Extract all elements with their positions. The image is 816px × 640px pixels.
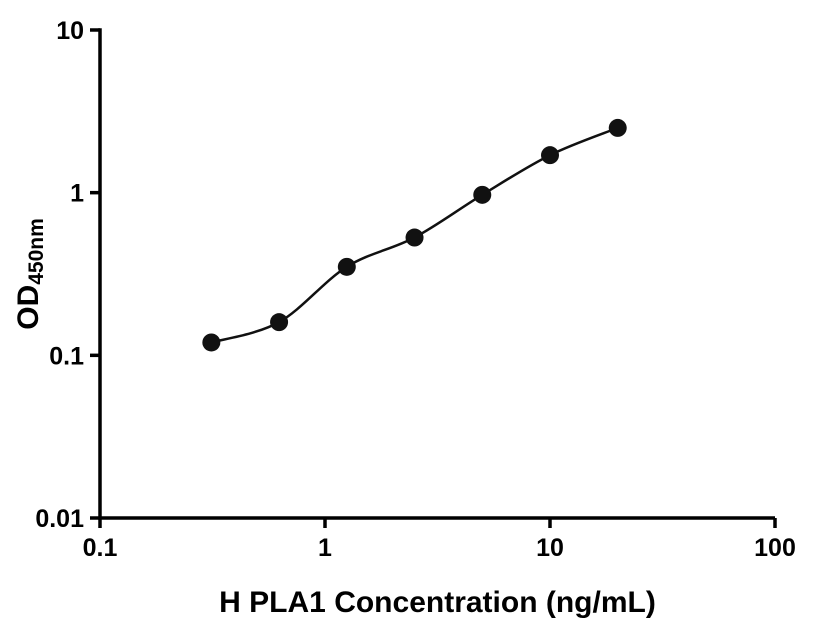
x-tick-label: 0.1 bbox=[83, 534, 118, 562]
data-point bbox=[270, 313, 289, 332]
data-point bbox=[337, 257, 356, 276]
y-axis-title-subscript: 450nm bbox=[25, 218, 48, 285]
y-axis-title: OD450nm bbox=[12, 218, 48, 330]
y-tick-label: 1 bbox=[70, 180, 84, 208]
y-tick-label: 0.1 bbox=[49, 342, 84, 370]
y-tick-label: 10 bbox=[56, 17, 84, 45]
x-tick-label: 10 bbox=[536, 534, 564, 562]
data-point bbox=[405, 228, 424, 247]
y-tick-label: 0.01 bbox=[35, 505, 84, 533]
data-point bbox=[473, 185, 492, 204]
y-axis-title-main: OD bbox=[12, 285, 45, 330]
x-tick-label: 1 bbox=[318, 534, 332, 562]
x-axis-title: H PLA1 Concentration (ng/mL) bbox=[219, 586, 656, 619]
x-tick-label: 100 bbox=[754, 534, 796, 562]
axis-spines bbox=[98, 28, 775, 520]
data-point bbox=[608, 118, 627, 137]
data-point bbox=[202, 333, 221, 352]
data-point bbox=[541, 146, 559, 165]
